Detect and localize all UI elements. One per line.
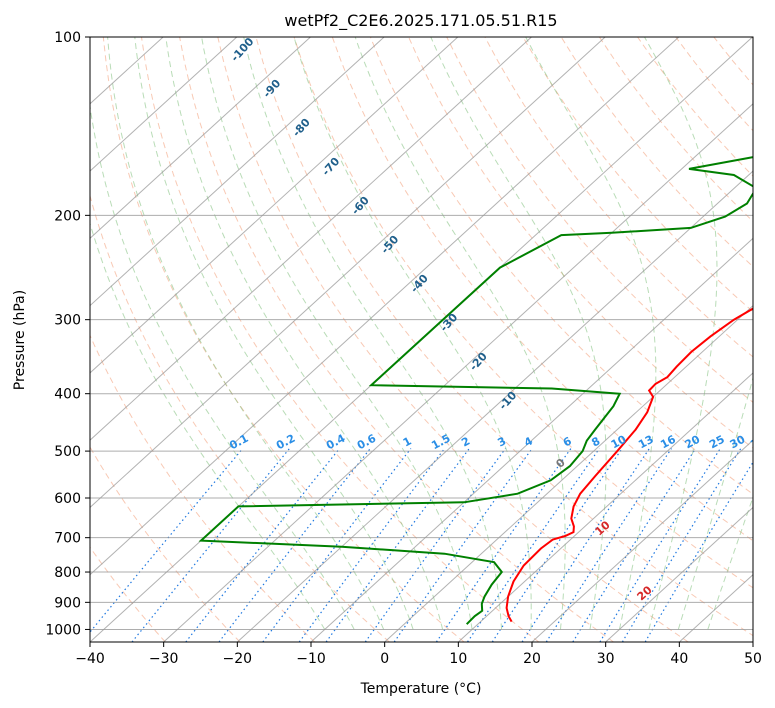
isotherm-line xyxy=(531,439,753,642)
mixing-ratio-line xyxy=(90,448,244,633)
mixing-ratio-line xyxy=(262,448,412,642)
isotherm-line xyxy=(90,37,385,307)
background-lines xyxy=(90,37,753,642)
isotherm-line xyxy=(90,37,311,240)
mixing-ratio-label: 13 xyxy=(636,433,656,452)
isotherm-line xyxy=(384,304,753,642)
mixing-ratio-label: 20 xyxy=(683,433,703,452)
dry-adiabat-line xyxy=(255,37,753,637)
mixing-ratio-line xyxy=(521,448,650,642)
moist-adiabat-line xyxy=(293,37,532,630)
mixing-ratio-label: 30 xyxy=(728,433,748,452)
mixing-ratio-label: 10 xyxy=(609,433,629,452)
isotherm-line xyxy=(90,37,459,374)
dry-adiabat-line xyxy=(408,37,753,449)
x-tick-label: 0 xyxy=(380,651,389,667)
y-tick-label: 200 xyxy=(54,208,81,224)
y-tick-label: 300 xyxy=(54,313,81,329)
y-tick-label: 800 xyxy=(54,565,81,581)
y-tick-label: 500 xyxy=(54,444,81,460)
x-tick-label: −40 xyxy=(75,651,105,667)
moist-adiabat-line xyxy=(165,37,444,630)
mixing-ratio-line xyxy=(621,448,742,642)
moist-adiabat-line xyxy=(677,375,753,630)
chart-title: wetPf2_C2E6.2025.171.05.51.R15 xyxy=(284,11,557,31)
mixing-ratio-line xyxy=(435,448,572,642)
temperature-profile-line xyxy=(505,307,753,623)
isotherm-line xyxy=(163,103,753,642)
dry-adiabat-line xyxy=(484,37,753,358)
mixing-ratio-line xyxy=(325,448,470,642)
x-tick-label: −30 xyxy=(149,651,179,667)
isotherm-line xyxy=(90,37,532,441)
x-axis-label: Temperature (°C) xyxy=(360,681,482,697)
profile-lines xyxy=(198,156,753,625)
moist-adiabat-line xyxy=(525,37,657,630)
plot-frame xyxy=(89,36,754,643)
y-axis: 100 200 300 400 500 600 700 800 900 1000 xyxy=(45,30,90,638)
mixing-ratio-line xyxy=(599,448,721,642)
y-tick-label: 1000 xyxy=(45,622,81,638)
isotherm-line xyxy=(605,506,753,642)
dry-adiabat-line xyxy=(522,37,753,313)
y-tick-label: 400 xyxy=(54,387,81,403)
moist-adiabat-line xyxy=(243,37,502,630)
isotherm-line xyxy=(90,37,606,509)
dry-adiabat-line xyxy=(331,37,753,542)
dry-adiabat-line xyxy=(102,37,465,642)
dry-adiabat-line xyxy=(141,37,540,642)
isotherm-line xyxy=(457,372,753,642)
moist-adiabat-line xyxy=(90,103,355,630)
moist-adiabat-line xyxy=(644,37,718,630)
isotherm-line xyxy=(236,170,753,642)
mixing-ratio-line xyxy=(572,448,697,642)
y-axis-label: Pressure (hPa) xyxy=(12,290,28,390)
x-axis: −40 −30 −20 −10 0 10 20 30 40 50 xyxy=(75,642,762,667)
x-tick-label: −20 xyxy=(223,651,253,667)
moist-adiabat-line xyxy=(430,37,607,630)
mixing-ratio-line xyxy=(218,448,371,642)
moist-adiabat-line xyxy=(354,37,566,630)
dry-adiabat-line xyxy=(90,193,390,642)
y-tick-label: 100 xyxy=(54,30,81,46)
dry-adiabat-line xyxy=(90,546,166,642)
mixing-ratio-line xyxy=(545,448,672,642)
x-tick-label: 10 xyxy=(449,651,467,667)
moist-adiabat-line xyxy=(107,37,385,630)
x-tick-label: 50 xyxy=(744,651,762,667)
dry-adiabat-line xyxy=(217,37,689,642)
moist-adiabat-line xyxy=(707,495,753,630)
mixing-ratio-label: 25 xyxy=(707,433,727,452)
mixing-ratio-label: 16 xyxy=(658,433,678,452)
dry-adiabat-line xyxy=(179,37,614,642)
x-tick-label: −10 xyxy=(296,651,326,667)
dewpoint-profile-line xyxy=(198,156,753,625)
x-tick-label: 20 xyxy=(523,651,541,667)
y-tick-label: 700 xyxy=(54,531,81,547)
isotherm-line xyxy=(310,237,753,642)
dry-adiabat-line xyxy=(446,37,753,403)
dry-adiabat-line xyxy=(369,37,753,495)
isotherm-line xyxy=(90,37,680,576)
y-tick-label: 600 xyxy=(54,491,81,507)
mixing-ratio-line xyxy=(467,448,600,642)
x-tick-label: 40 xyxy=(670,651,688,667)
mixing-ratio-line xyxy=(644,461,753,642)
isotherm-line xyxy=(90,37,238,172)
mixing-ratio-label: 36 xyxy=(748,433,768,452)
y-tick-label: 900 xyxy=(54,595,81,611)
moist-adiabat-line xyxy=(134,37,414,630)
x-tick-label: 30 xyxy=(597,651,615,667)
